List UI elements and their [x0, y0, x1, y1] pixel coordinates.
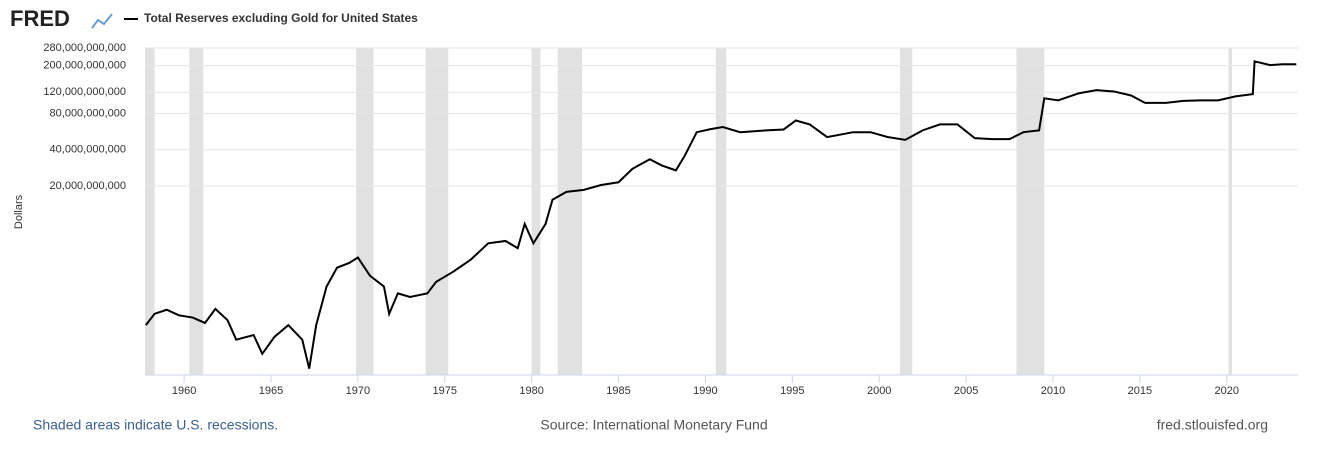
x-tick-label: 1990 — [693, 385, 717, 397]
footer-link[interactable]: fred.stlouisfed.org — [1157, 417, 1268, 433]
y-tick-label: 20,000,000,000 — [50, 180, 126, 192]
x-tick-label: 1970 — [346, 385, 370, 397]
recession-band — [425, 48, 449, 375]
recession-band — [189, 48, 204, 375]
x-tick-label: 2000 — [867, 385, 891, 397]
y-tick-label: 200,000,000,000 — [43, 60, 126, 72]
recession-band — [715, 48, 727, 375]
recession-band — [531, 48, 541, 375]
x-tick-label: 1985 — [606, 385, 630, 397]
x-tick-label: 2015 — [1128, 385, 1152, 397]
y-tick-label: 40,000,000,000 — [50, 144, 126, 156]
x-tick-label: 1975 — [433, 385, 457, 397]
series-line — [145, 60, 1297, 369]
recession-band — [356, 48, 374, 375]
x-tick-label: 1995 — [780, 385, 804, 397]
recession-band — [1016, 48, 1045, 375]
x-tick-label: 2020 — [1215, 385, 1239, 397]
y-tick-label: 120,000,000,000 — [43, 86, 126, 98]
logo-icon — [91, 13, 113, 29]
x-tick-label: 1980 — [519, 385, 543, 397]
recession-band — [900, 48, 913, 375]
recession-band — [557, 48, 583, 375]
legend-label: Total Reserves excluding Gold for United… — [144, 11, 418, 25]
recession-band — [145, 48, 155, 375]
y-axis-label: Dollars — [13, 194, 25, 229]
footer-note[interactable]: Shaded areas indicate U.S. recessions. — [33, 417, 278, 433]
x-tick-label: 1960 — [172, 385, 196, 397]
x-tick-label: 2010 — [1041, 385, 1065, 397]
x-tick-label: 1965 — [259, 385, 283, 397]
x-tick-label: 2005 — [954, 385, 978, 397]
logo: FRED — [10, 6, 70, 31]
recession-band — [1228, 48, 1232, 375]
source: Source: International Monetary Fund — [540, 417, 767, 433]
y-tick-label: 280,000,000,000 — [43, 42, 126, 54]
y-tick-label: 80,000,000,000 — [50, 107, 126, 119]
